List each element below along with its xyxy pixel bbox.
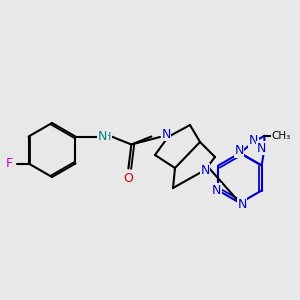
Text: N: N	[237, 199, 247, 212]
Text: CH₃: CH₃	[272, 131, 291, 141]
Text: N: N	[161, 128, 171, 140]
Text: N: N	[200, 164, 210, 176]
Text: N: N	[98, 130, 107, 143]
Text: F: F	[6, 157, 13, 170]
Text: N: N	[249, 134, 258, 147]
Text: N: N	[212, 184, 221, 197]
Text: N: N	[234, 145, 244, 158]
Text: H: H	[103, 131, 112, 142]
Text: N: N	[257, 142, 266, 154]
Text: O: O	[123, 172, 133, 185]
